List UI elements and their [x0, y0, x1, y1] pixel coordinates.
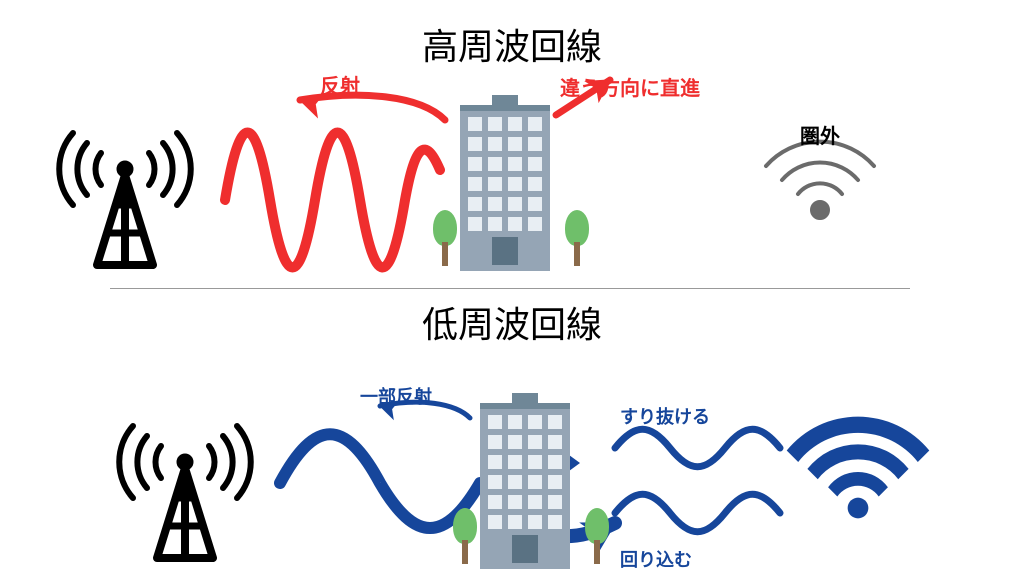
high-frequency-wave [225, 133, 440, 268]
panel-high-frequency: 高周波回線 [0, 0, 1024, 288]
label-reflect: 反射 [320, 70, 360, 99]
label-out-of-range: 圏外 [800, 120, 840, 149]
label-partial-reflect: 一部反射 [360, 383, 432, 409]
panel-low-frequency: 低周波回線 [0, 288, 1024, 576]
tree-icon [450, 508, 480, 564]
building-icon [450, 95, 560, 265]
building-icon [470, 393, 580, 563]
tree-icon [582, 508, 612, 564]
label-pass-through: すり抜ける [620, 403, 710, 429]
wifi-in-range-icon [787, 417, 930, 519]
antenna-tower-icon [119, 426, 251, 558]
label-deflect: 違う方向に直進 [560, 72, 700, 101]
tree-icon [430, 210, 460, 266]
label-wrap-around: 回り込む [620, 546, 692, 572]
wifi-out-of-range-icon [766, 142, 874, 218]
tree-icon [562, 210, 592, 266]
secondary-waves [615, 429, 780, 532]
antenna-tower-icon [59, 133, 191, 265]
